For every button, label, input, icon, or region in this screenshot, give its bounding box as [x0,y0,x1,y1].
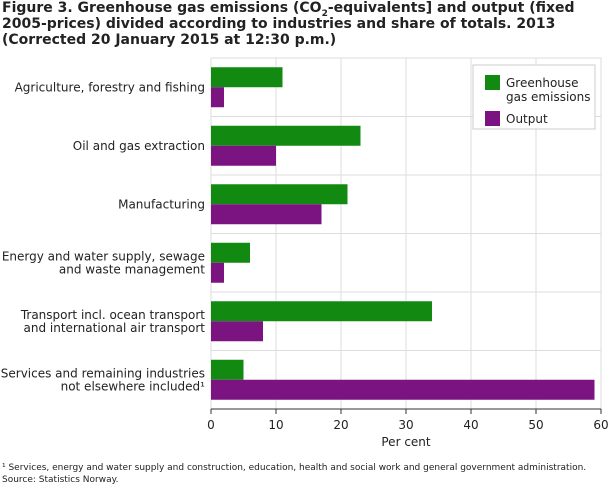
x-tick-label: 40 [463,418,478,432]
bar-output [211,262,224,283]
bar-chart: Agriculture, forestry and fishing Oil and… [1,57,609,449]
footnote: ¹ Services, energy and water supply and … [2,462,608,486]
bar-greenhouse [211,125,361,146]
footnote-source: Source: Statistics Norway. [2,475,119,485]
category-label: Services and remaining industries not els… [1,366,205,393]
x-tick-label: 20 [333,418,348,432]
bar-output [211,145,276,166]
title-text-rest: -equivalents] and output (fixed 2005-pri… [2,0,575,48]
legend-label: Greenhouse gas emissions [506,76,590,104]
bar-output [211,204,322,225]
bar-greenhouse [211,67,283,88]
x-tick-label: 60 [593,418,608,432]
legend-swatch [485,111,500,126]
bar-output [211,87,224,108]
bar-greenhouse [211,359,244,380]
chart-title: Figure 3. Greenhouse gas emissions (CO2-… [2,0,608,48]
legend-label: Output [506,112,548,126]
x-tick-label: 10 [268,418,283,432]
bar-output [211,379,595,400]
footnote-note: ¹ Services, energy and water supply and … [2,463,587,473]
x-axis-title: Per cent [381,435,431,449]
category-label: Transport incl. ocean transport and inter… [20,308,205,335]
bar-greenhouse [211,242,250,263]
bar-greenhouse [211,184,348,205]
category-label: Manufacturing [118,197,205,211]
category-label: Energy and water supply, sewage and waste… [2,249,205,276]
bar-greenhouse [211,301,432,322]
category-label: Oil and gas extraction [73,139,205,153]
bar-output [211,321,263,342]
title-subscript: 2 [321,8,328,19]
title-text: Figure 3. Greenhouse gas emissions (CO [2,0,322,16]
category-label: Agriculture, forestry and fishing [15,80,205,94]
legend-swatch [485,75,500,90]
x-tick-label: 50 [528,418,543,432]
x-tick-label: 30 [398,418,413,432]
x-tick-label: 0 [207,418,215,432]
